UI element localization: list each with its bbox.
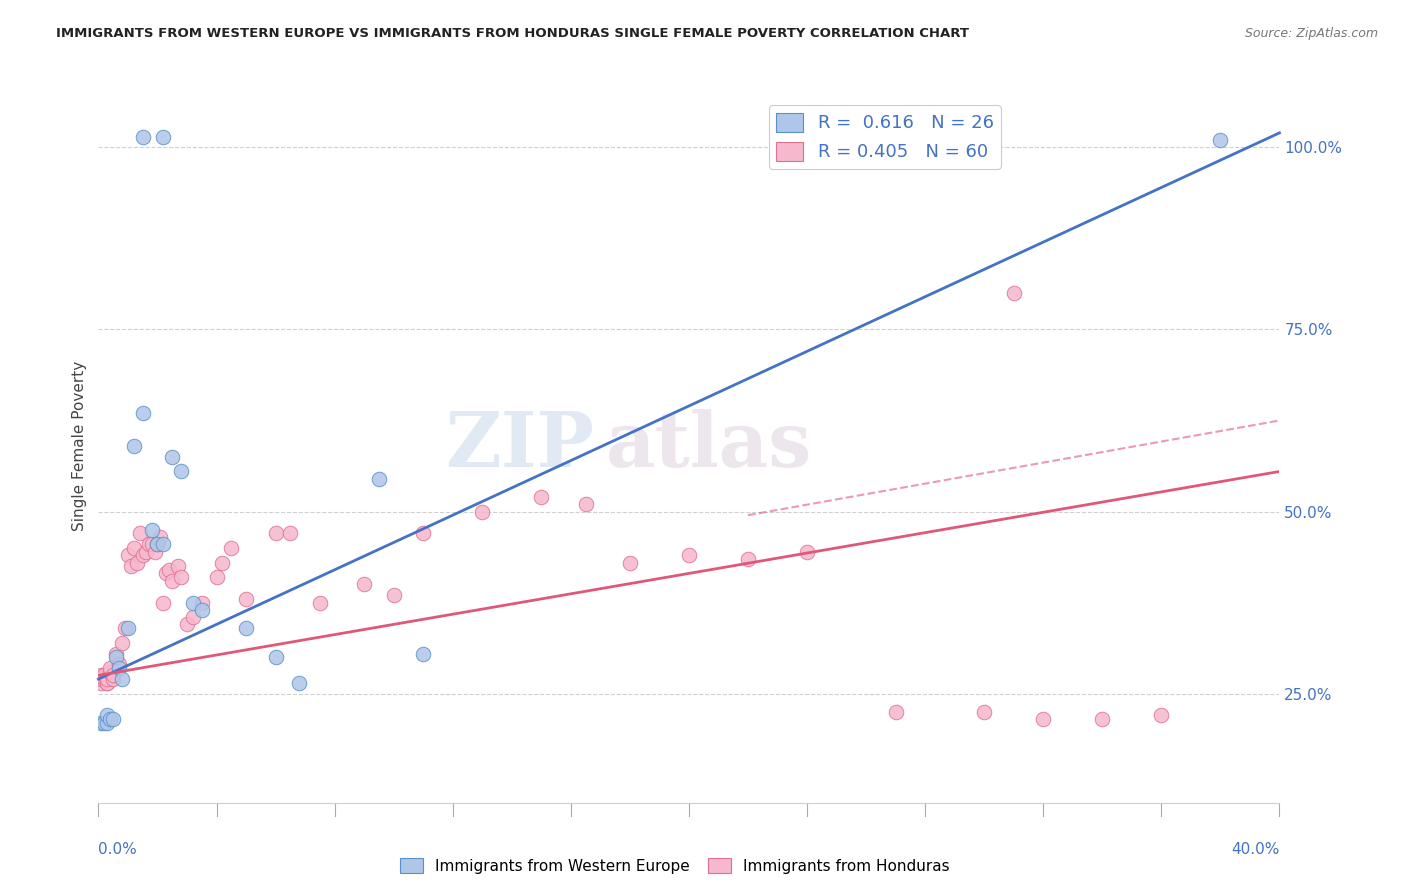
Point xyxy=(122,439,145,453)
Point xyxy=(111,635,134,649)
Point xyxy=(120,559,142,574)
Point xyxy=(191,596,214,610)
Point xyxy=(96,672,118,686)
Point xyxy=(98,661,121,675)
Point xyxy=(103,712,125,726)
Point xyxy=(103,672,125,686)
Point xyxy=(884,705,907,719)
Point xyxy=(152,537,174,551)
Point xyxy=(125,556,148,570)
Point xyxy=(96,675,118,690)
Point xyxy=(132,548,155,562)
Text: 40.0%: 40.0% xyxy=(1232,842,1279,857)
Legend: R =  0.616   N = 26, R = 0.405   N = 60: R = 0.616 N = 26, R = 0.405 N = 60 xyxy=(769,105,1001,169)
Point xyxy=(737,552,759,566)
Point xyxy=(191,603,214,617)
Point xyxy=(152,596,174,610)
Point xyxy=(574,497,596,511)
Point xyxy=(170,465,193,479)
Point xyxy=(1150,708,1173,723)
Point xyxy=(96,675,118,690)
Point xyxy=(149,530,172,544)
Point xyxy=(132,406,155,420)
Point xyxy=(278,526,302,541)
Point xyxy=(181,610,204,624)
Point xyxy=(105,650,128,665)
Point xyxy=(111,672,134,686)
Text: IMMIGRANTS FROM WESTERN EUROPE VS IMMIGRANTS FROM HONDURAS SINGLE FEMALE POVERTY: IMMIGRANTS FROM WESTERN EUROPE VS IMMIGR… xyxy=(56,27,969,40)
Point xyxy=(353,577,375,591)
Point xyxy=(96,708,118,723)
Point xyxy=(288,675,311,690)
Point xyxy=(176,617,198,632)
Point xyxy=(108,661,131,675)
Point xyxy=(309,596,332,610)
Point xyxy=(264,650,287,665)
Point xyxy=(619,556,641,570)
Point xyxy=(117,621,139,635)
Point xyxy=(114,621,136,635)
Point xyxy=(90,715,112,730)
Point xyxy=(141,537,163,551)
Point xyxy=(796,544,818,558)
Point xyxy=(96,715,118,730)
Point xyxy=(471,504,494,518)
Point xyxy=(162,450,183,464)
Point xyxy=(162,574,183,588)
Point xyxy=(678,548,700,562)
Point xyxy=(530,490,553,504)
Point xyxy=(138,537,160,551)
Text: ZIP: ZIP xyxy=(446,409,595,483)
Point xyxy=(93,715,115,730)
Point xyxy=(90,672,112,686)
Point xyxy=(103,668,125,682)
Point xyxy=(235,621,257,635)
Point xyxy=(157,563,180,577)
Point xyxy=(146,537,169,551)
Point xyxy=(146,537,169,551)
Point xyxy=(167,559,190,574)
Point xyxy=(412,647,434,661)
Point xyxy=(235,591,257,606)
Point xyxy=(93,672,115,686)
Point xyxy=(181,596,204,610)
Point xyxy=(152,129,174,144)
Point xyxy=(155,566,177,581)
Point xyxy=(132,129,155,144)
Legend: Immigrants from Western Europe, Immigrants from Honduras: Immigrants from Western Europe, Immigran… xyxy=(394,852,956,880)
Point xyxy=(1209,133,1232,147)
Point xyxy=(264,526,287,541)
Point xyxy=(1002,286,1025,301)
Point xyxy=(108,657,131,672)
Point xyxy=(135,544,157,558)
Point xyxy=(143,544,166,558)
Point xyxy=(117,548,139,562)
Point xyxy=(170,570,193,584)
Point xyxy=(973,705,995,719)
Text: atlas: atlas xyxy=(606,409,813,483)
Point xyxy=(1091,712,1114,726)
Point xyxy=(368,472,391,486)
Point xyxy=(90,675,112,690)
Point xyxy=(105,647,128,661)
Text: 0.0%: 0.0% xyxy=(98,842,138,857)
Point xyxy=(122,541,145,555)
Point xyxy=(219,541,242,555)
Point xyxy=(90,668,112,682)
Point xyxy=(128,526,150,541)
Point xyxy=(382,588,405,602)
Y-axis label: Single Female Poverty: Single Female Poverty xyxy=(72,361,87,531)
Point xyxy=(93,668,115,682)
Point xyxy=(141,523,163,537)
Point xyxy=(211,556,233,570)
Point xyxy=(98,712,121,726)
Point xyxy=(98,665,121,679)
Point xyxy=(1032,712,1054,726)
Point xyxy=(412,526,434,541)
Text: Source: ZipAtlas.com: Source: ZipAtlas.com xyxy=(1244,27,1378,40)
Point xyxy=(205,570,228,584)
